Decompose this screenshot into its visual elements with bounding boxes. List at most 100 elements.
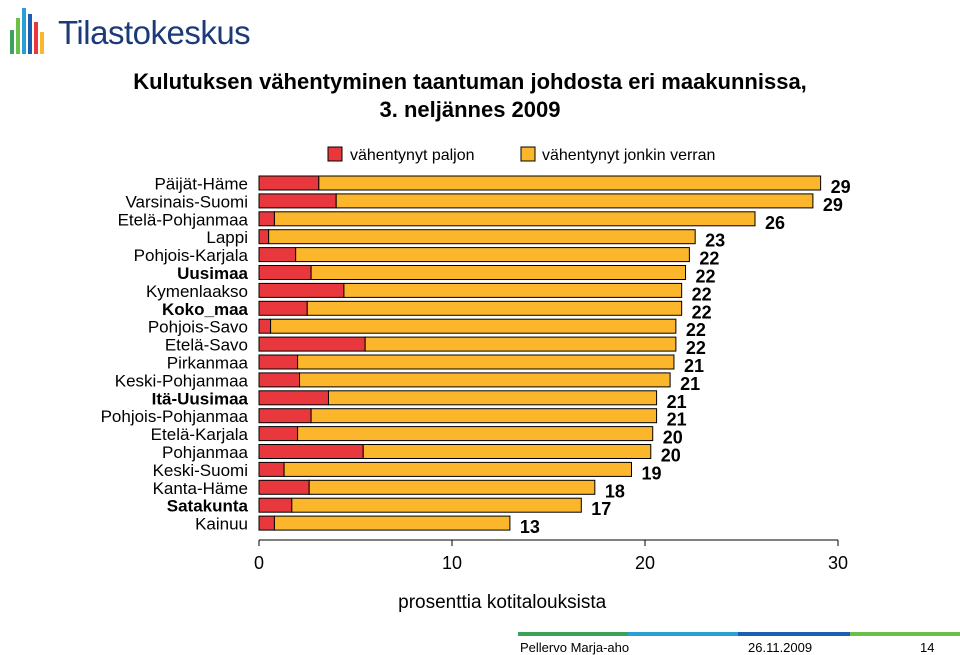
category-label: Keski-Pohjanmaa [115,371,249,390]
bar-paljon [258,300,308,316]
footer-stripe-darkblue [738,632,850,636]
data-label: 26 [765,213,785,233]
bar-jonkin [308,479,596,495]
bar-paljon [258,497,293,513]
category-label: Pirkanmaa [167,354,249,373]
bar-jonkin [297,426,654,442]
bar-jonkin [270,318,677,334]
bar-jonkin [295,247,690,263]
legend-swatch-paljon [327,146,343,162]
category-label: Lappi [206,228,248,247]
bar-jonkin [306,300,683,316]
bar-jonkin [268,229,696,245]
category-label: Pohjois-Savo [148,318,248,337]
footer-date: 26.11.2009 [748,640,813,655]
legend-label-paljon: vähentynyt paljon [350,147,475,164]
chart-title: Kulutuksen vähentyminen taantuman johdos… [20,68,920,124]
x-axis-label: prosenttia kotitalouksista [398,592,606,613]
category-label: Pohjois-Pohjanmaa [101,407,249,426]
x-tick-label: 10 [442,553,462,573]
data-label: 13 [520,517,540,537]
footer-color-stripe [518,632,960,636]
data-label: 22 [696,267,716,287]
bar-jonkin [362,444,652,459]
bar-paljon [258,444,364,459]
bar-jonkin [283,461,632,477]
bar-paljon [258,336,366,352]
category-label: Itä-Uusimaa [152,389,249,408]
bar-paljon [258,175,320,191]
data-label: 19 [641,463,661,483]
data-label: 22 [699,249,719,269]
category-label: Uusimaa [177,264,248,283]
category-label: Etelä-Karjala [151,425,249,444]
footer-stripe-green [518,632,628,636]
legend-swatch-jonkin [520,146,536,162]
logo-text: Tilastokeskus [58,14,251,51]
bar-paljon [258,479,310,495]
data-label: 20 [663,428,683,448]
bar-paljon [258,426,299,442]
data-label: 20 [661,446,681,466]
data-label: 21 [684,356,704,376]
category-label: Keski-Suomi [153,461,248,480]
legend-label-jonkin: vähentynyt jonkin verran [542,147,715,164]
bar-paljon [258,372,301,388]
data-label: 22 [686,320,706,340]
data-label: 22 [686,338,706,358]
bar-jonkin [291,497,582,513]
category-label: Varsinais-Suomi [125,192,248,211]
footer-author: Pellervo Marja-aho [520,640,630,655]
bar-jonkin [273,515,511,531]
bar-jonkin [310,265,687,280]
bar-jonkin [335,193,814,209]
bar-paljon [258,515,275,531]
bar-jonkin [318,175,822,191]
category-label: Kainuu [195,515,248,534]
footer-stripe-lightgreen [850,632,960,636]
bar-paljon [258,211,275,227]
bar-jonkin [299,372,671,388]
bar-paljon [258,461,285,477]
category-label: Kymenlaakso [146,282,248,301]
bar-paljon [258,193,337,209]
bar-paljon [258,408,312,424]
data-label: 21 [667,410,687,430]
bar-jonkin [297,354,675,370]
category-label: Etelä-Savo [165,336,248,355]
data-label: 21 [667,392,687,412]
chart-title-line2: 3. neljännes 2009 [379,97,561,122]
x-tick-label: 0 [254,553,264,573]
bar-paljon [258,390,329,406]
bar-paljon [258,318,272,334]
data-label: 29 [831,177,851,197]
category-label: Pohjois-Karjala [134,246,249,265]
category-label: Satakunta [167,497,249,516]
category-label: Koko_maa [162,300,249,319]
data-label: 22 [692,302,712,322]
bar-chart: vähentynyt paljon vähentynyt jonkin verra… [101,146,851,613]
bar-paljon [258,247,297,263]
logo: Tilastokeskus [6,4,266,62]
bar-jonkin [343,282,683,298]
footer-page-number: 14 [920,640,935,655]
data-label: 29 [823,195,843,215]
data-label: 17 [591,499,611,519]
data-label: 22 [692,284,712,304]
category-label: Päijät-Häme [154,175,248,194]
data-label: 18 [605,481,625,501]
chart-title-line1: Kulutuksen vähentyminen taantuman johdos… [133,69,807,94]
footer-stripe-blue [628,632,738,636]
category-label: Etelä-Pohjanmaa [118,210,249,229]
bar-paljon [258,229,270,245]
x-tick-label: 30 [828,553,848,573]
bar-jonkin [310,408,658,424]
bar-paljon [258,282,345,298]
bar-jonkin [273,211,756,227]
bar-paljon [258,354,299,370]
category-label: Kanta-Häme [153,479,248,498]
bar-jonkin [364,336,677,352]
bar-paljon [258,265,312,280]
x-tick-label: 20 [635,553,655,573]
data-label: 23 [705,231,725,251]
